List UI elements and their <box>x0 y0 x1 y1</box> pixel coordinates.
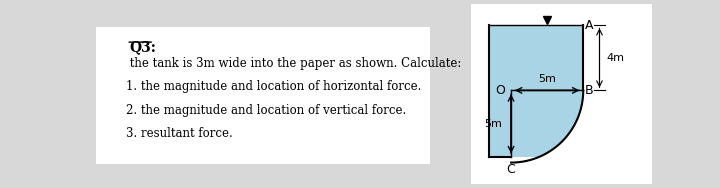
Text: 3. resultant force.: 3. resultant force. <box>126 127 233 140</box>
Bar <box>490 25 583 157</box>
Text: 4m: 4m <box>607 53 625 63</box>
Text: 2. the magnitude and location of vertical force.: 2. the magnitude and location of vertica… <box>126 104 407 117</box>
Text: 5m: 5m <box>484 119 502 129</box>
Text: 1. the magnitude and location of horizontal force.: 1. the magnitude and location of horizon… <box>126 80 422 93</box>
FancyBboxPatch shape <box>96 27 431 164</box>
Text: Q3:: Q3: <box>129 40 156 54</box>
Text: C: C <box>507 164 516 177</box>
Polygon shape <box>511 90 583 163</box>
Text: 5m: 5m <box>539 74 556 84</box>
Text: the tank is 3m wide into the paper as shown. Calculate:: the tank is 3m wide into the paper as sh… <box>126 57 462 70</box>
Text: O: O <box>495 84 505 97</box>
Text: B: B <box>585 84 594 97</box>
Text: A: A <box>585 19 593 32</box>
